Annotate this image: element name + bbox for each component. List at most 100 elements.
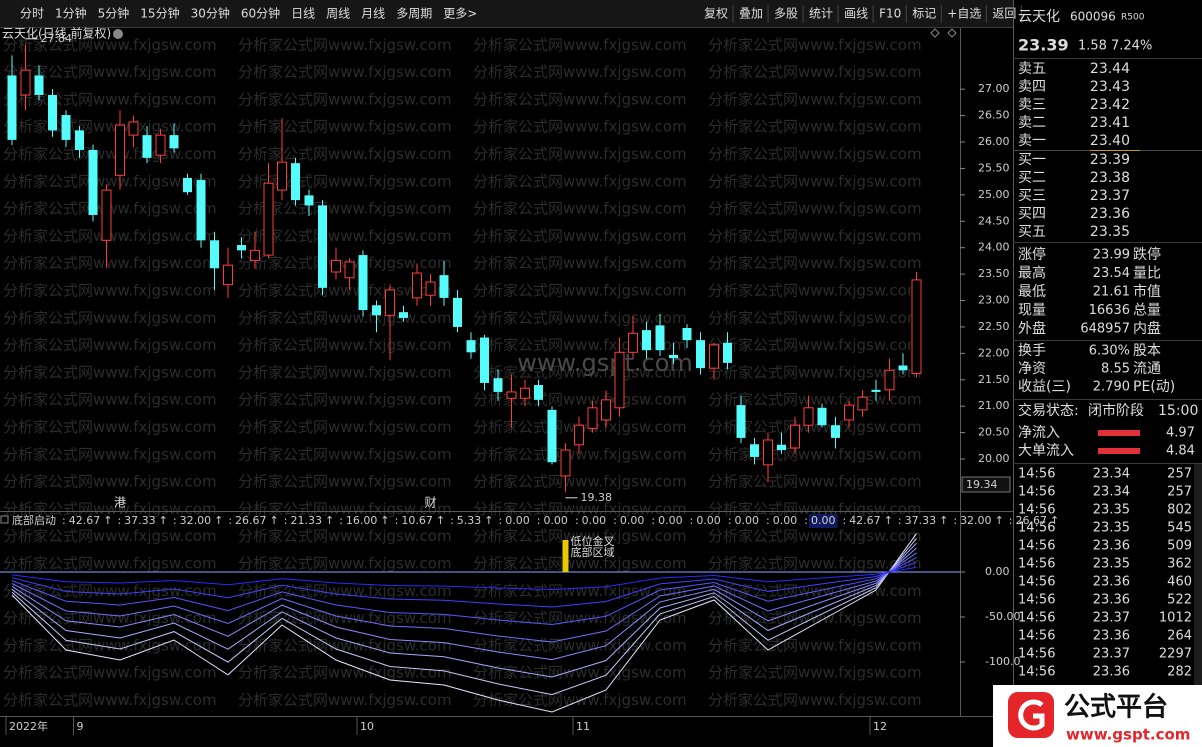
indicator-line [11,552,917,643]
candle-body [210,240,219,269]
toolbar-tab[interactable]: 15分钟 [140,6,179,21]
stat-tail: 总量 [1133,303,1161,319]
toolbar-button[interactable]: 返回 [992,7,1016,21]
candle-body [709,344,719,369]
candle-body [385,289,395,316]
candle-body [263,182,274,256]
toolbar-button[interactable]: 统计 [809,7,833,21]
pane-icons[interactable] [930,28,957,38]
book-price: 23.38 [1090,170,1130,186]
toolbar-button[interactable]: +自选 [947,7,981,21]
readout-separator: : [339,514,343,527]
candle-body [871,389,881,392]
toolbar-tab[interactable]: 多周期 [396,7,432,21]
tick-volume: 460 [1167,575,1192,590]
toolbar-button[interactable]: 画线 [844,7,868,21]
candle-body [884,369,895,391]
stat-value: 648957 [1080,322,1130,337]
quote-panel: 云天化 600096 R500 23.39 1.58 7.24% 卖五 23.44 卖四 23.4… [1013,9,1202,685]
toolbar-button[interactable]: F10 [879,7,901,21]
watermark: 分析家公式网www.fxjgsw.com [238,500,452,518]
watermark: 分析家公式网www.fxjgsw.com [238,336,452,354]
toolbar-tab[interactable]: 5分钟 [98,6,130,21]
center-watermark: www.gspt.com [517,349,693,377]
toolbar-button[interactable]: 复权 [704,7,728,21]
tick-time: 14:56 [1018,503,1055,518]
y-tick-label: 27.00 [978,82,1010,95]
readout-value: 32.00 [180,514,212,527]
readout-value: 0.00 [735,514,760,527]
watermark: 分析家公式网www.fxjgsw.com [473,227,687,245]
pane-icon[interactable] [0,515,9,524]
tick-time: 14:56 [1018,539,1055,554]
readout-arrow: ↑ [159,514,168,527]
readout-arrow: ↑ [214,514,223,527]
toolbar-button[interactable]: 叠加 [739,7,763,21]
toolbar-tab[interactable]: 更多> [443,7,477,21]
watermark: 分析家公式网www.fxjgsw.com [3,418,217,436]
tick-volume: 522 [1167,593,1192,608]
candle-body [642,330,651,351]
stat-tail: PE(动) [1133,379,1175,395]
candle-body [372,305,381,316]
watermark: 分析家公式网www.fxjgsw.com [708,200,922,218]
tick-volume: 2297 [1159,647,1192,662]
chart-title: 云天化(日线 前复权) [2,26,111,41]
readout-value: 0.00 [505,514,530,527]
toolbar-button[interactable]: 多股 [774,7,798,21]
event-marker: 财 [424,496,436,510]
toolbar-tab[interactable]: 月线 [361,7,385,21]
watermark: 分析家公式网www.fxjgsw.com [708,309,922,327]
flow-value: 4.84 [1166,444,1195,459]
toolbar-button[interactable]: 标记 [912,7,936,21]
toolbar-tab[interactable]: 60分钟 [241,6,280,21]
candle-body [223,264,233,286]
flow-value: 4.97 [1166,426,1195,441]
watermark: 分析家公式网www.fxjgsw.com [708,609,922,627]
book-price: 23.35 [1090,224,1130,240]
watermark: 分析家公式网www.fxjgsw.com [473,636,687,654]
indicator-line [11,557,917,626]
candle-body [817,407,827,426]
readout-arrow: ↑ [436,514,445,527]
watermark: 分析家公式网www.fxjgsw.com [708,282,922,300]
x-tick-label: 12 [873,720,887,733]
stat-value: 23.54 [1093,266,1130,281]
readout-value: 5.33 [457,514,482,527]
flow-bar [1098,448,1140,454]
tick-volume: 1012 [1159,611,1192,626]
toolbar-tab[interactable]: 分时 [20,7,44,21]
watermark: 分析家公式网www.fxjgsw.com [708,145,922,163]
readout-separator: : [575,514,579,527]
logo-icon [1008,692,1054,738]
watermark: 分析家公式网www.fxjgsw.com [238,309,452,327]
readout-arrow: ↑ [884,514,893,527]
tick-time: 14:56 [1018,665,1055,680]
stat-value: 2.790 [1093,380,1130,395]
readout-arrow: ↑ [380,514,389,527]
watermark: 分析家公式网www.fxjgsw.com [708,391,922,409]
book-label: 卖三 [1018,97,1046,113]
tick-price: 23.36 [1093,665,1130,680]
candle-body [425,281,436,296]
watermark: 分析家公式网www.fxjgsw.com [708,336,922,354]
watermark: 分析家公式网www.fxjgsw.com [3,36,217,54]
toolbar-tab[interactable]: 30分钟 [191,6,230,21]
toolbar-tab[interactable]: 周线 [326,7,350,21]
candle-body [844,404,854,421]
candle-body [142,135,152,158]
book-price: 23.36 [1090,206,1130,222]
logo-glyph [1018,699,1045,731]
toolbar-tab[interactable]: 日线 [291,7,315,21]
watermark: 分析家公式网www.fxjgsw.com [473,363,687,381]
candle-body [48,94,57,131]
y-tick-label: 25.50 [978,161,1010,174]
stat-value: 6.30% [1089,344,1130,359]
toolbar-tab[interactable]: 1分钟 [55,6,87,21]
candle-body [412,272,422,299]
stock-code: 600096 [1070,10,1116,24]
candle-body [628,332,638,353]
readout-value: 0.00 [620,514,645,527]
watermark: 分析家公式网www.fxjgsw.com [473,118,687,136]
title-menu-icon[interactable] [113,29,123,39]
